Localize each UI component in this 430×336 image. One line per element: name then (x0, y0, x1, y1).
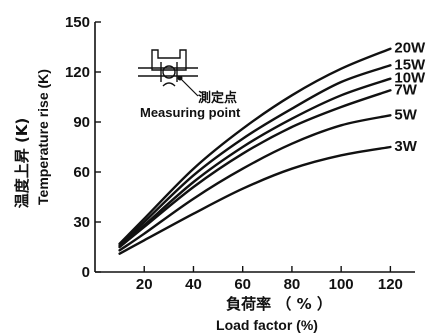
inset-label-en: Measuring point (140, 105, 241, 120)
series-line-5w (118, 114, 392, 252)
y-tick-label: 60 (73, 164, 90, 181)
measuring-point-inset: 測定点 Measuring point (138, 49, 241, 120)
series-line-7w (118, 89, 392, 249)
x-axis-title-en: Load factor (%) (216, 317, 318, 333)
y-tick-label: 150 (65, 14, 90, 31)
curve-group (118, 47, 392, 255)
y-tick-label: 0 (82, 264, 90, 281)
x-tick-label: 120 (378, 276, 403, 293)
x-axis-title-jp: 負荷率 （ % ） (226, 295, 332, 313)
x-tick-label: 100 (329, 276, 354, 293)
y-tick-label: 120 (65, 64, 90, 81)
y-axis-title-en: Temperature rise (K) (35, 69, 51, 205)
inset-label-jp: 測定点 (198, 90, 237, 106)
series-label-10w: 10W (394, 70, 426, 87)
x-tick-label: 40 (185, 276, 202, 293)
x-tick-label: 20 (136, 276, 153, 293)
x-tick-label: 60 (234, 276, 251, 293)
component-icon (138, 49, 198, 87)
measuring-dot (177, 75, 183, 81)
axes (94, 22, 415, 273)
y-tick-label: 90 (73, 114, 90, 131)
tick-group: 0 30 60 90 120 150 20 40 60 80 100 120 (65, 14, 403, 293)
leader-line (179, 77, 199, 97)
series-label-5w: 5W (394, 106, 417, 123)
y-axis-title-jp: 温度上昇 (K) (13, 118, 31, 209)
series-line-20w (118, 47, 392, 245)
series-line-3w (118, 145, 392, 255)
series-line-15w (118, 64, 392, 247)
series-label-7w: 7W (394, 81, 417, 98)
series-line-10w (118, 77, 392, 249)
y-tick-label: 30 (73, 214, 90, 231)
series-label-3w: 3W (394, 138, 417, 155)
series-label-15w: 15W (394, 56, 426, 73)
series-label-20w: 20W (394, 40, 426, 57)
x-tick-label: 80 (284, 276, 301, 293)
